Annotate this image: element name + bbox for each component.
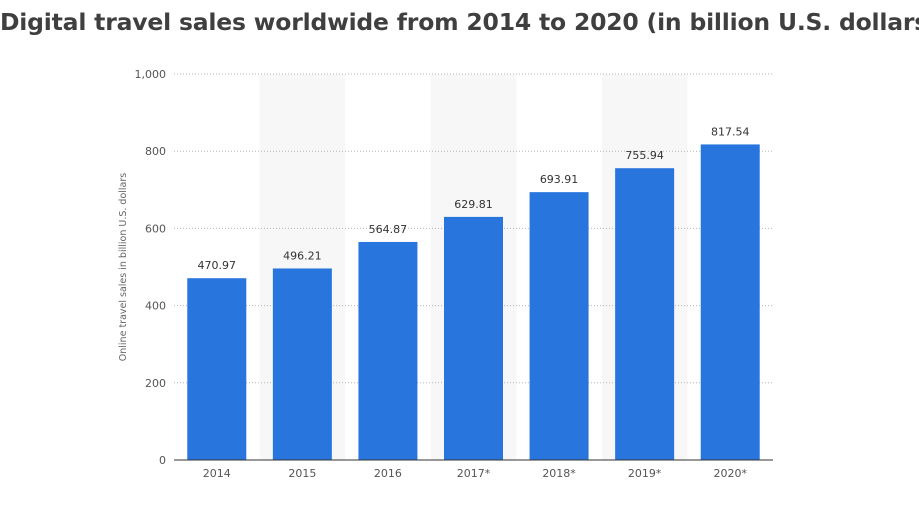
data-label: 629.81 [454,198,493,211]
x-tick-label: 2015 [288,467,316,480]
y-tick-label: 600 [145,222,166,235]
data-label: 496.21 [283,249,322,262]
bar [187,278,247,460]
data-label: 755.94 [625,149,664,162]
data-labels: 470.97 496.21 564.87 629.81 693.91 755.94 817.… [198,125,750,272]
bar [700,144,760,460]
bars [187,144,760,460]
data-label: 564.87 [369,223,408,236]
data-label: 693.91 [540,173,579,186]
bar [615,168,675,460]
data-label: 470.97 [198,259,237,272]
y-axis-label: Online travel sales in billion U.S. doll… [118,173,129,361]
y-axis-ticks: 0 200 400 600 800 1,000 [135,68,167,467]
y-tick-label: 200 [145,377,166,390]
x-tick-label: 2017* [457,467,491,480]
chart-title: Digital travel sales worldwide from 2014… [0,8,919,36]
bar [272,268,332,460]
bar [358,241,418,460]
bar [529,192,589,460]
y-tick-label: 800 [145,145,166,158]
x-tick-label: 2020* [713,467,747,480]
x-axis-ticks: 2014 2015 2016 2017* 2018* 2019* 2020* [203,467,748,480]
x-tick-label: 2014 [203,467,231,480]
x-tick-label: 2019* [628,467,662,480]
bar [444,216,503,460]
x-tick-label: 2018* [542,467,576,480]
x-tick-label: 2016 [374,467,402,480]
y-tick-label: 400 [145,300,166,313]
data-label: 817.54 [711,125,750,138]
y-tick-label: 0 [159,454,166,467]
y-tick-label: 1,000 [135,68,167,81]
